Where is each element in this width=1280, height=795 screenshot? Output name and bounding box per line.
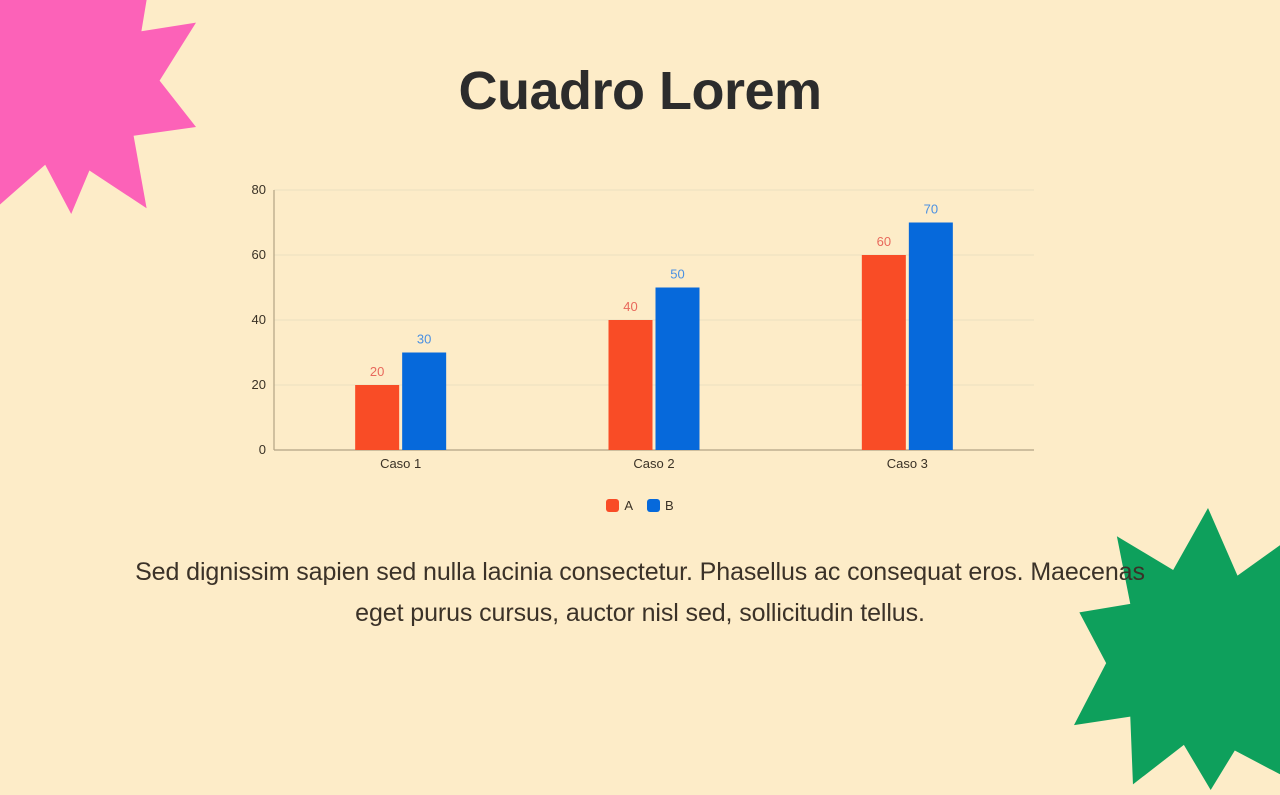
green-star-shape <box>1074 508 1280 790</box>
bar-value-label: 20 <box>370 364 384 379</box>
bar-value-label: 70 <box>924 202 938 217</box>
legend-label-a: A <box>624 498 633 513</box>
green-star-burst-decoration <box>1074 508 1280 790</box>
bar-value-label: 60 <box>877 234 891 249</box>
legend-label-b: B <box>665 498 674 513</box>
chart-bar[interactable] <box>655 287 700 451</box>
y-axis-tick-label: 20 <box>252 377 266 392</box>
y-axis-tick-label: 0 <box>259 442 266 457</box>
bar-value-label: 40 <box>623 299 637 314</box>
page-title: Cuadro Lorem <box>458 61 822 121</box>
bar-chart: 0 20 40 60 80 20 30 Caso 1 40 50 Caso 2 60 70 Caso 3 … <box>240 182 1040 527</box>
chart-bar[interactable] <box>355 385 400 450</box>
x-axis-category-label: Caso 3 <box>887 456 928 471</box>
legend-item-b[interactable]: B <box>647 498 674 513</box>
chart-bar[interactable] <box>402 352 447 451</box>
legend-swatch-a <box>606 499 620 512</box>
y-axis-tick-label: 80 <box>252 182 266 197</box>
bar-value-label: 30 <box>417 332 431 347</box>
body-paragraph: Sed dignissim sapien sed nulla lacinia c… <box>135 558 1145 627</box>
y-axis-tick-label: 60 <box>252 247 266 262</box>
x-axis-category-label: Caso 2 <box>633 456 674 471</box>
chart-bar[interactable] <box>608 320 653 450</box>
y-axis-tick-label: 40 <box>252 312 266 327</box>
chart-legend: A B <box>240 498 1040 513</box>
chart-plot-area: 0 20 40 60 80 20 30 Caso 1 40 50 Caso 2 60 70 Caso 3 <box>252 182 1034 471</box>
x-axis-category-label: Caso 1 <box>380 456 421 471</box>
bar-value-label: 50 <box>670 267 684 282</box>
chart-bar[interactable] <box>861 255 906 450</box>
chart-bar[interactable] <box>908 222 953 451</box>
legend-item-a[interactable]: A <box>606 498 633 513</box>
legend-swatch-b <box>647 499 660 512</box>
